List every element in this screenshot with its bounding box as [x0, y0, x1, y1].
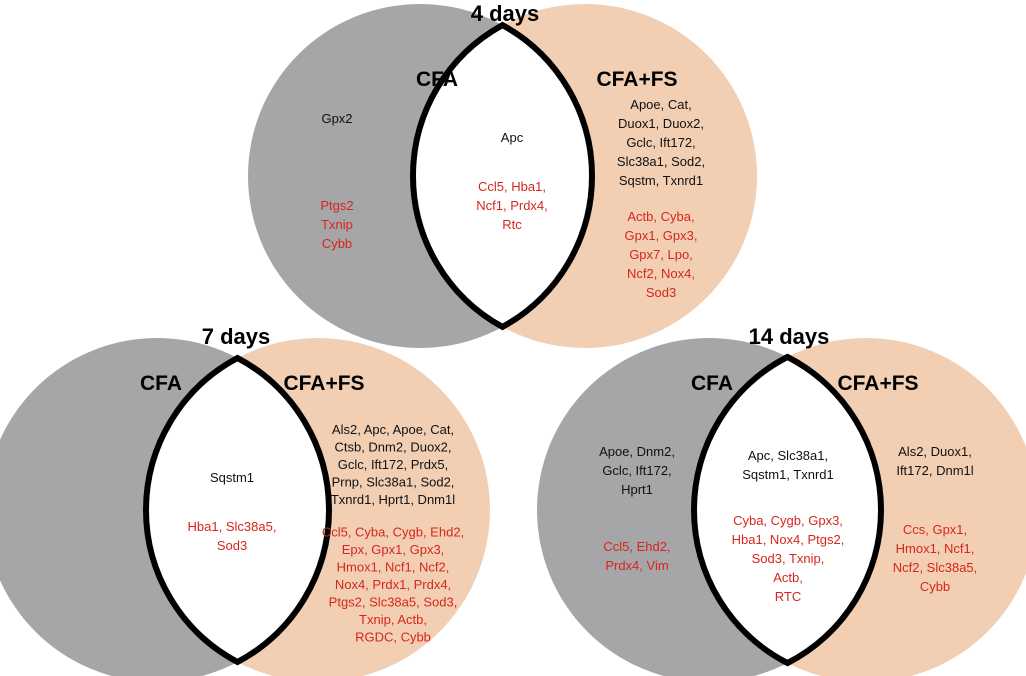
overlap-lens [691, 353, 884, 667]
venn-title: 14 days [749, 324, 830, 349]
shared-red-line: Hba1, Nox4, Ptgs2, [732, 532, 845, 547]
cfa-only-red-line: Ccl5, Ehd2, [603, 539, 670, 554]
cfa-only-black-line: Gpx2 [321, 111, 352, 126]
shared-red-line: Sod3 [217, 538, 247, 553]
venn-7-days: 7 days CFA CFA+FS Sqstm1 Hba1, Slc38a5, Sod3 A… [0, 324, 490, 676]
venn-title: 4 days [471, 1, 540, 26]
cfa-only-red-line: Txnip [321, 217, 353, 232]
cfafs-only-black-line: Prnp, Slc38a1, Sod2, [332, 475, 455, 490]
cfafs-only-red-line: Sod3 [646, 285, 676, 300]
cfafs-only-black-line: Sqstm, Txnrd1 [619, 173, 703, 188]
cfafs-only-black-line: Als2, Apc, Apoe, Cat, [332, 422, 454, 437]
shared-black-line: Sqstm1 [210, 470, 254, 485]
cfafs-only-red-line: Ncf2, Nox4, [627, 266, 695, 281]
cfafs-only-red-line: Cybb [920, 579, 950, 594]
cfafs-only-red-line: Txnip, Actb, [359, 612, 427, 627]
cfa-label: CFA [691, 372, 733, 395]
shared-red-line: Sod3, Txnip, [752, 551, 825, 566]
cfafs-only-red-line: Ccs, Gpx1, [903, 522, 967, 537]
cfafs-only-black-line: Ctsb, Dnm2, Duox2, [334, 440, 451, 455]
cfafs-only-black-line: Slc38a1, Sod2, [617, 154, 705, 169]
cfafs-only-black-line: Ift172, Dnm1l [896, 463, 973, 478]
cfa-label: CFA [416, 68, 458, 91]
shared-red-line: Hba1, Slc38a5, [188, 519, 277, 534]
cfafs-only-red-line: Gpx1, Gpx3, [625, 228, 698, 243]
cfa-only-black-line: Apoe, Dnm2, [599, 444, 675, 459]
cfafs-only-black-line: Als2, Duox1, [898, 444, 972, 459]
cfa-label: CFA [140, 372, 182, 395]
venn-14-days: 14 days CFA CFA+FS Apoe, Dnm2, Gclc, Ift172,… [537, 324, 1026, 676]
cfafs-only-red-line: Hmox1, Ncf1, [896, 541, 975, 556]
cfafs-only-black-line: Gclc, Ift172, [626, 135, 695, 150]
cfafs-label: CFA+FS [837, 372, 918, 395]
cfafs-only-red-line: Actb, Cyba, [627, 209, 694, 224]
cfafs-only-red-line: Ncf2, Slc38a5, [893, 560, 978, 575]
cfafs-label: CFA+FS [596, 68, 677, 91]
shared-red-line: RTC [775, 589, 801, 604]
overlap-lens [143, 354, 332, 666]
shared-red-line: Actb, [773, 570, 803, 585]
overlap-lens [410, 21, 595, 331]
shared-black-line: Apc [501, 130, 524, 145]
cfa-only-black-line: Hprt1 [621, 482, 653, 497]
cfafs-only-red-line: Hmox1, Ncf1, Ncf2, [337, 560, 450, 575]
venn-title: 7 days [202, 324, 271, 349]
cfafs-only-red-line: Nox4, Prdx1, Prdx4, [335, 577, 451, 592]
venn-4-days: 4 days CFA CFA+FS Gpx2 Ptgs2 Txnip Cybb Apc Ccl5… [248, 1, 757, 348]
shared-red-line: Rtc [502, 217, 522, 232]
cfafs-only-red-line: Epx, Gpx1, Gpx3, [342, 542, 445, 557]
cfafs-only-black-line: Duox1, Duox2, [618, 116, 704, 131]
cfafs-only-black-line: Apoe, Cat, [630, 97, 691, 112]
cfa-only-red-line: Ptgs2 [320, 198, 353, 213]
shared-black-line: Sqstm1, Txnrd1 [742, 467, 834, 482]
cfafs-only-red-line: Ptgs2, Slc38a5, Sod3, [329, 595, 458, 610]
cfafs-only-black-line: Txnrd1, Hprt1, Dnm1l [331, 492, 455, 507]
cfa-only-red-line: Cybb [322, 236, 352, 251]
shared-black-line: Apc, Slc38a1, [748, 448, 828, 463]
shared-red-line: Cyba, Cygb, Gpx3, [733, 513, 843, 528]
cfafs-label: CFA+FS [283, 372, 364, 395]
cfa-only-red-line: Prdx4, Vim [605, 558, 668, 573]
cfafs-only-black-line: Gclc, Ift172, Prdx5, [338, 457, 449, 472]
shared-red-line: Ncf1, Prdx4, [476, 198, 548, 213]
cfa-only-black-line: Gclc, Ift172, [602, 463, 671, 478]
shared-red-line: Ccl5, Hba1, [478, 179, 546, 194]
cfafs-only-red-line: Ccl5, Cyba, Cygb, Ehd2, [322, 525, 464, 540]
cfafs-only-red-line: RGDC, Cybb [355, 630, 431, 645]
cfafs-only-red-line: Gpx7, Lpo, [629, 247, 693, 262]
